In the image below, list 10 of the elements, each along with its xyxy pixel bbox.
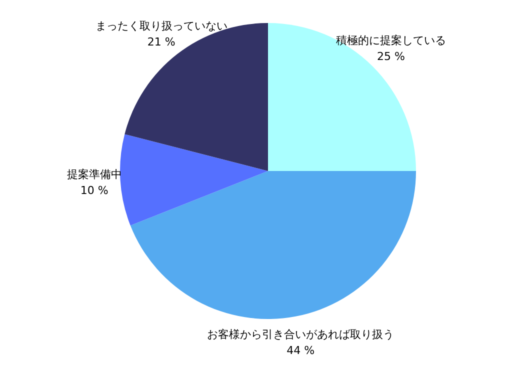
data-label: 21 % <box>147 36 176 49</box>
pie-slice <box>130 171 416 319</box>
slice-label: お客様から引き合いがあれば取り扱う <box>207 328 394 341</box>
slice-label: 積極的に提案している <box>336 34 446 47</box>
data-label: 25 % <box>377 50 406 63</box>
data-label: 10 % <box>80 184 108 197</box>
slice-label: まったく取り扱っていない <box>95 20 228 33</box>
pie-slice <box>120 134 268 226</box>
slice-label: 提案準備中 <box>66 168 122 181</box>
data-label: 44 % <box>286 344 315 357</box>
